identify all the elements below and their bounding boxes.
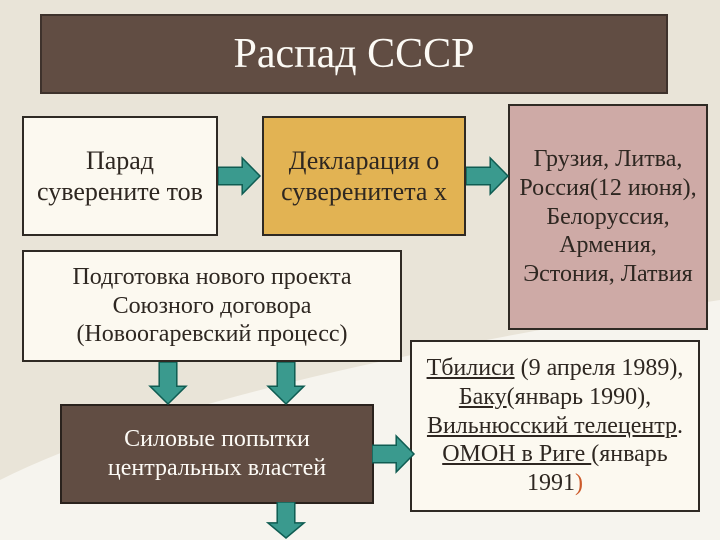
box-parade-text: Парад суверените тов — [32, 145, 208, 207]
box-events-text: Тбилиси (9 апреля 1989), Баку(январь 199… — [420, 354, 690, 498]
arrow-force-down — [266, 502, 306, 540]
arrow-novoog-to-force-1 — [148, 362, 188, 406]
box-force-attempts: Силовые попытки центральных властей — [60, 404, 374, 504]
box-countries-list: Грузия, Литва, Россия(12 июня), Белорусс… — [508, 104, 708, 330]
title-text: Распад СССР — [233, 29, 474, 79]
arrow-parade-to-declaration — [218, 156, 262, 196]
box-countries-text: Грузия, Литва, Россия(12 июня), Белорусс… — [518, 145, 698, 289]
arrow-novoog-to-force-2 — [266, 362, 306, 406]
box-novoog-text: Подготовка нового проекта Союзного догов… — [32, 263, 392, 349]
box-novoogarevo-process: Подготовка нового проекта Союзного догов… — [22, 250, 402, 362]
box-force-text: Силовые попытки центральных властей — [70, 425, 364, 483]
box-events-list: Тбилиси (9 апреля 1989), Баку(январь 199… — [410, 340, 700, 512]
box-declaration-sovereignty: Декларация о суверенитета х — [262, 116, 466, 236]
box-parade-sovereignties: Парад суверените тов — [22, 116, 218, 236]
arrow-force-to-events — [372, 434, 416, 474]
title-box: Распад СССР — [40, 14, 668, 94]
box-declaration-text: Декларация о суверенитета х — [272, 145, 456, 207]
arrow-declaration-to-countries — [466, 156, 510, 196]
